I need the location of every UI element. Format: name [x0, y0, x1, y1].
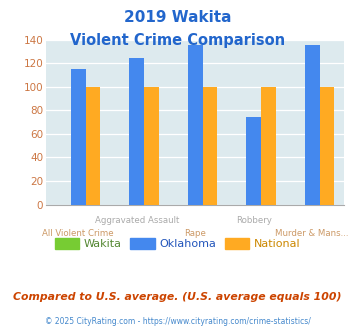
- Text: Murder & Mans...: Murder & Mans...: [275, 229, 349, 238]
- Text: 2019 Wakita: 2019 Wakita: [124, 10, 231, 25]
- Bar: [144, 87, 159, 205]
- Text: Robbery: Robbery: [236, 216, 272, 225]
- Text: Compared to U.S. average. (U.S. average equals 100): Compared to U.S. average. (U.S. average …: [13, 292, 342, 302]
- Text: © 2025 CityRating.com - https://www.cityrating.com/crime-statistics/: © 2025 CityRating.com - https://www.city…: [45, 317, 310, 326]
- Bar: [188, 46, 203, 205]
- Bar: [305, 46, 320, 205]
- Bar: [320, 87, 334, 205]
- Bar: [246, 117, 261, 205]
- Bar: [203, 87, 217, 205]
- Bar: [261, 87, 275, 205]
- Legend: Wakita, Oklahoma, National: Wakita, Oklahoma, National: [50, 234, 305, 253]
- Text: All Violent Crime: All Violent Crime: [43, 229, 114, 238]
- Text: Violent Crime Comparison: Violent Crime Comparison: [70, 33, 285, 48]
- Text: Rape: Rape: [184, 229, 206, 238]
- Bar: [71, 69, 86, 205]
- Bar: [86, 87, 100, 205]
- Text: Aggravated Assault: Aggravated Assault: [94, 216, 179, 225]
- Bar: [130, 58, 144, 205]
